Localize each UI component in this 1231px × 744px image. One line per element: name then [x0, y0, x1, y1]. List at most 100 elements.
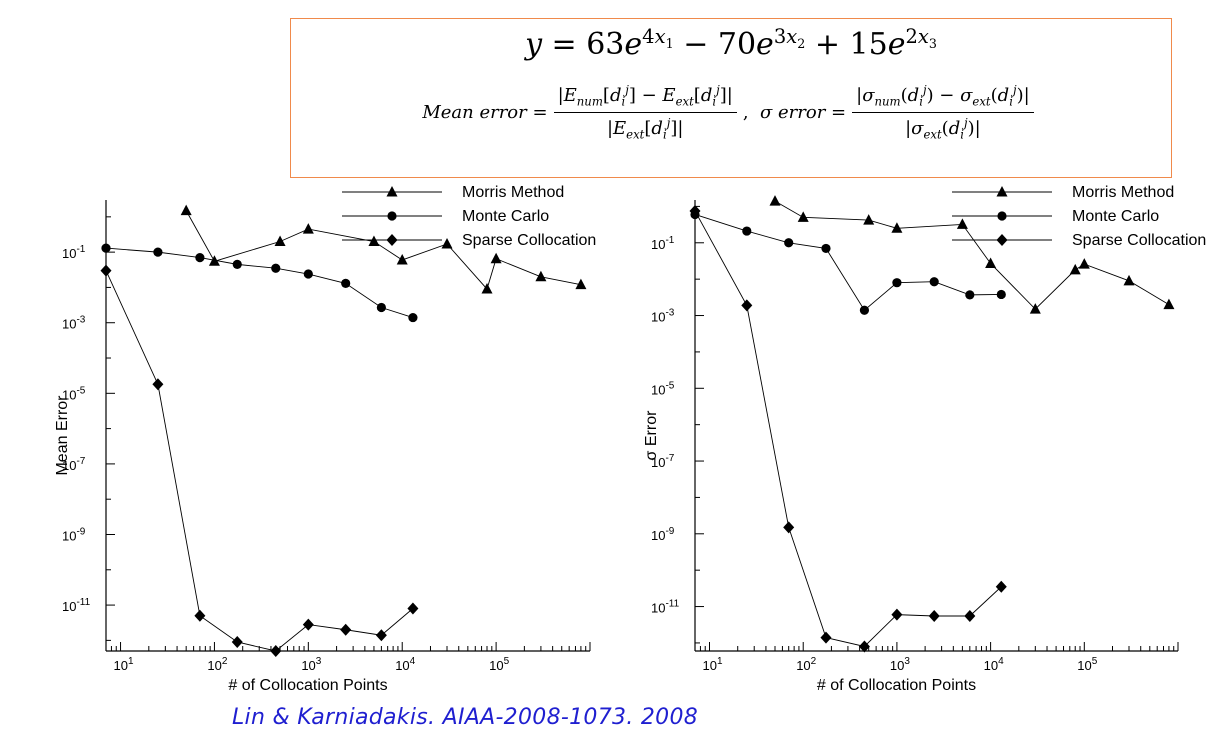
y-tick-label: 10-9	[62, 526, 86, 543]
data-point-circle	[408, 312, 418, 323]
sigma-error-definition: σ error =	[759, 101, 847, 123]
data-point-diamond	[340, 623, 352, 636]
data-point-diamond	[231, 635, 243, 648]
data-point-diamond	[741, 299, 753, 312]
data-point-diamond	[964, 609, 976, 622]
data-point-triangle	[1078, 258, 1090, 269]
chart-panel-2: 101 102 103 104 10510-110-310-510-710-910-11…	[643, 184, 1206, 694]
data-point-triangle	[274, 235, 286, 247]
y-tick-label: 10-11	[651, 599, 680, 616]
data-point-circle	[784, 238, 794, 248]
data-point-diamond	[996, 234, 1008, 246]
y-tick-label: 10-3	[651, 308, 675, 325]
x-axis-label: # of Collocation Points	[817, 677, 976, 694]
data-point-circle	[965, 290, 975, 300]
data-point-diamond	[891, 608, 903, 621]
data-point-triangle	[386, 186, 398, 197]
y-tick-label: 10-11	[62, 597, 91, 614]
legend-label: Monte Carlo	[1072, 208, 1159, 225]
data-point-triangle	[891, 222, 903, 233]
x-tick-label: 103	[301, 656, 321, 673]
formula-main: y = 63e4x1 − 70e3x2 + 15e2x3	[525, 25, 937, 62]
data-point-triangle	[481, 283, 493, 294]
chart-panel-1: 101 102 103 104 10510-110-310-510-710-910-11…	[54, 184, 596, 694]
data-point-circle	[997, 211, 1007, 221]
legend: Morris Method Monte Carlo Sparse Collocati…	[342, 184, 596, 249]
x-tick-label: 101	[114, 656, 134, 673]
data-point-triangle	[490, 252, 502, 264]
data-point-diamond	[783, 521, 795, 534]
formula-box: y = 63e4x1 − 70e3x2 + 15e2x3 Mean error …	[290, 18, 1172, 178]
y-tick-label: 10-3	[62, 315, 86, 332]
error-definitions: Mean error = |Enum[dij] − Eext[dij]| |Ee…	[295, 83, 1167, 141]
data-point-triangle	[368, 235, 380, 247]
legend-label: Morris Method	[462, 184, 564, 201]
data-point-circle	[996, 289, 1006, 300]
data-point-triangle	[535, 270, 547, 282]
series-line	[694, 214, 1002, 311]
data-point-triangle	[797, 211, 809, 222]
data-point-diamond	[386, 234, 398, 246]
data-point-triangle	[769, 195, 781, 206]
data-point-triangle	[441, 238, 453, 249]
series-line	[694, 210, 1002, 647]
series-monte-carlo	[101, 243, 418, 323]
data-point-circle	[101, 243, 111, 253]
data-point-triangle	[1163, 298, 1175, 310]
data-point-circle	[303, 269, 313, 279]
y-tick-label: 10-9	[651, 526, 675, 543]
data-point-triangle	[180, 204, 192, 216]
series-sparse-collocation	[100, 264, 419, 657]
data-point-circle	[153, 247, 163, 257]
x-tick-label: 103	[890, 656, 910, 673]
data-point-circle	[271, 263, 281, 273]
legend-label: Sparse Collocation	[462, 232, 596, 249]
data-point-triangle	[396, 253, 408, 265]
y-axis-label: σ Error	[643, 410, 660, 461]
data-point-diamond	[689, 204, 701, 217]
data-point-triangle	[1029, 303, 1041, 314]
citation: Lin & Karniadakis. AIAA-2008-1073. 2008	[232, 705, 699, 730]
y-axis-label: Mean Error	[54, 395, 71, 476]
data-point-diamond	[194, 609, 206, 622]
data-point-diamond	[375, 629, 387, 642]
data-point-circle	[892, 278, 902, 288]
series-sparse-collocation	[689, 204, 1007, 653]
data-point-circle	[341, 278, 351, 289]
legend-label: Monte Carlo	[462, 208, 549, 225]
y-tick-label: 10-1	[62, 244, 86, 261]
legend-label: Morris Method	[1072, 184, 1174, 201]
data-point-diamond	[928, 609, 940, 622]
x-tick-label: 102	[796, 656, 816, 673]
x-tick-label: 104	[984, 656, 1004, 673]
data-point-triangle	[575, 278, 587, 290]
data-point-diamond	[270, 645, 282, 657]
x-axis-label: # of Collocation Points	[228, 677, 387, 694]
data-point-circle	[195, 253, 205, 263]
data-point-triangle	[956, 218, 968, 229]
data-point-diamond	[152, 378, 164, 391]
data-point-diamond	[820, 631, 832, 644]
data-point-diamond	[858, 640, 870, 653]
series-line	[105, 270, 414, 652]
y-tick-label: 10-1	[651, 235, 675, 252]
data-point-circle	[859, 305, 870, 315]
data-point-circle	[232, 259, 242, 269]
mean-error-definition: Mean error =	[422, 101, 548, 123]
x-tick-label: 101	[703, 656, 723, 673]
data-point-triangle	[863, 214, 875, 225]
series-monte-carlo	[690, 209, 1006, 315]
legend: Morris Method Monte Carlo Sparse Collocati…	[952, 184, 1206, 249]
data-point-triangle	[1123, 274, 1135, 286]
x-tick-label: 105	[489, 656, 509, 673]
x-tick-label: 105	[1077, 656, 1097, 673]
y-tick-label: 10-5	[651, 380, 675, 397]
series-morris-method	[180, 204, 587, 294]
sigma-error-fraction: |σnum(dij) − σext(dij)| |σext(dij)|	[852, 83, 1034, 141]
legend-label: Sparse Collocation	[1072, 232, 1206, 249]
mean-error-fraction: |Enum[dij] − Eext[dij]| |Eext[dij]|	[553, 83, 737, 141]
data-point-diamond	[407, 602, 419, 615]
data-point-circle	[929, 277, 939, 287]
data-point-diamond	[302, 618, 314, 631]
